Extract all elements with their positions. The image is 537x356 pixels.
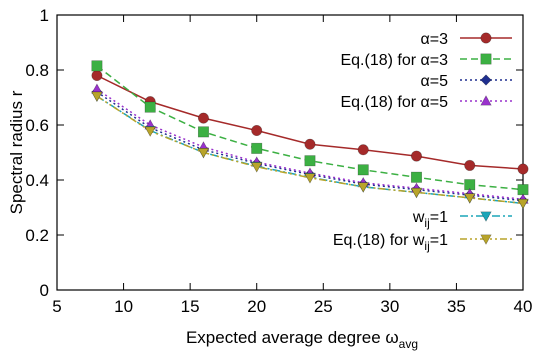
data-point [144,101,156,113]
legend-label-sub: ij [424,239,429,253]
x-tick-label: 40 [514,297,533,316]
series-5 [91,91,529,210]
plot-frame [56,14,524,291]
legend-label: α=3 [421,31,449,48]
series-4 [91,91,529,210]
x-axis-title-sub: avg [399,337,418,351]
data-point [464,159,476,171]
legend-entry: Eq.(18) for wij=1 [333,232,512,253]
data-point [91,60,103,72]
data-point [357,144,369,156]
y-tick-label: 0 [40,281,49,300]
y-tick-label: 1 [40,6,49,25]
data-point [517,184,529,196]
legend-label-text: Eq.(18) for α=3 [340,52,448,69]
x-tick-label: 5 [52,297,61,316]
legend: α=3Eq.(18) for α=3α=5Eq.(18) for α=5wij=… [333,31,512,253]
x-axis-title: Expected average degree ωavg [186,328,418,351]
data-point [410,171,422,183]
legend-label: wij=1 [412,209,448,230]
data-point [304,173,316,184]
data-point [357,182,369,193]
legend-label-text: α=5 [421,73,449,90]
data-point [197,126,209,138]
x-tick-label: 15 [181,297,200,316]
legend-label-text: Eq.(18) for α=5 [340,94,448,111]
data-point [357,164,369,176]
y-axis-title: Spectral radius r [7,90,26,214]
x-tick-label: 25 [314,297,333,316]
legend-entry: α=5 [421,73,512,90]
series-1 [91,60,529,196]
legend-marker [480,95,492,106]
data-point [410,150,422,162]
legend-label-text: α=3 [421,31,449,48]
data-point [197,112,209,124]
data-point [197,148,210,159]
series-line [96,74,524,170]
legend-label: Eq.(18) for α=3 [340,52,448,69]
legend-label-text: Eq.(18) for w [333,232,425,249]
legend-entry: α=3 [421,31,512,48]
data-point [304,155,316,167]
legend-marker [480,211,492,222]
data-point [251,162,263,173]
series-layer [91,60,529,210]
data-point [91,70,103,82]
y-tick-label: 0.6 [25,116,49,135]
legend-marker [480,32,492,44]
legend-label: α=5 [421,73,449,90]
legend-label-suffix: =1 [430,209,448,226]
data-point [251,125,263,137]
legend-marker [480,74,492,86]
legend-marker [480,53,492,65]
x-axis-title-main: Expected average degree ω [186,328,399,347]
axis-ticks: 5 10 15 20 25 30 35 40 0 0.2 0.4 0.6 0.8 1 [25,6,532,316]
series-0 [91,70,529,175]
y-tick-label: 0.2 [25,226,49,245]
legend-label: Eq.(18) for α=5 [340,94,448,111]
data-point [251,142,263,154]
legend-entry: wij=1 [412,209,512,230]
y-tick-label: 0.8 [25,61,49,80]
legend-entry: Eq.(18) for α=3 [340,52,512,69]
legend-marker [480,234,492,245]
legend-label-text: w [412,209,425,226]
data-point [410,187,423,199]
x-tick-label: 10 [114,297,133,316]
data-point [517,163,529,175]
y-tick-label: 0.4 [25,171,49,190]
data-point [517,198,529,210]
legend-entry: Eq.(18) for α=5 [340,94,512,111]
x-tick-label: 20 [247,297,266,316]
data-point [144,126,156,137]
x-tick-label: 35 [447,297,466,316]
plot-area-border [56,14,524,291]
data-point [464,193,476,204]
data-point [304,138,316,150]
legend-label-sub: ij [424,216,429,230]
data-point [91,91,103,102]
legend-label-suffix: =1 [430,232,448,249]
legend-label: Eq.(18) for wij=1 [333,232,448,253]
x-tick-label: 30 [380,297,399,316]
